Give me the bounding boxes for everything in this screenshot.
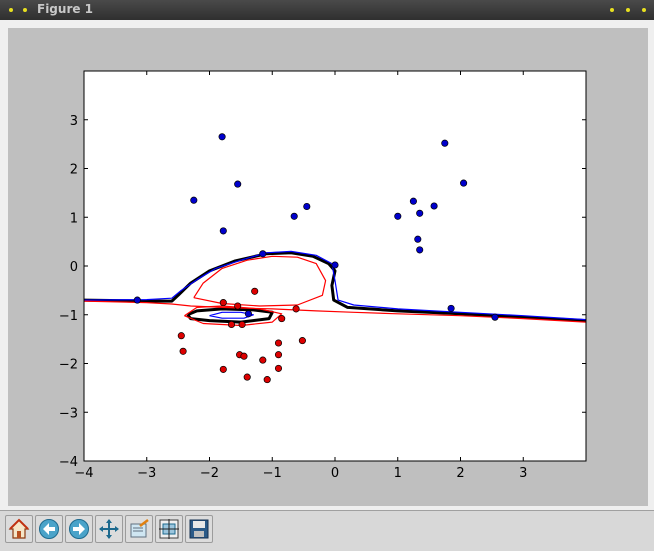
margin-blue-line [209, 311, 254, 319]
blue-data-point [244, 310, 252, 318]
y-tick-label: −4 [59, 455, 78, 470]
y-tick-label: −1 [59, 309, 78, 324]
blue-data-point [409, 197, 417, 205]
red-data-point [177, 332, 185, 340]
move-icon [99, 519, 119, 539]
y-tick-label: 1 [70, 211, 78, 226]
subplots-icon [159, 519, 179, 539]
figure-canvas[interactable]: −4 −3 −2 −1 0 1 2 3 −4 −3 −2 −1 0 1 2 3 [8, 28, 648, 506]
x-tick-label: −2 [200, 466, 219, 481]
red-data-point [292, 305, 300, 313]
blue-data-point [416, 246, 424, 254]
red-data-point [278, 315, 286, 323]
red-data-point [227, 320, 236, 329]
back-arrow-icon [39, 519, 59, 539]
y-tick-label: 2 [70, 163, 78, 178]
maximize-button[interactable] [626, 8, 630, 12]
red-data-point [243, 373, 251, 381]
x-tick-label: 3 [519, 466, 527, 481]
x-tick-label: −4 [74, 466, 93, 481]
window-title: Figure 1 [37, 2, 94, 16]
blue-data-point [234, 180, 242, 188]
blue-data-point [441, 139, 449, 147]
axes-frame [83, 70, 587, 462]
navigation-toolbar [0, 510, 654, 551]
red-data-point [263, 376, 271, 384]
blue-data-point [430, 202, 438, 210]
y-tick-label: 3 [70, 114, 78, 129]
y-tick-label: 0 [70, 260, 78, 275]
blue-data-point [416, 209, 424, 217]
blue-data-point [303, 202, 311, 211]
blue-data-point [259, 250, 267, 258]
x-tick-label: 2 [456, 466, 464, 481]
x-tick-label: −3 [137, 466, 156, 481]
window-titlebar[interactable]: Figure 1 [0, 0, 654, 21]
decision-boundary-line [186, 307, 274, 324]
x-tick-label: −1 [263, 466, 282, 481]
red-data-point [251, 287, 259, 295]
blue-data-point [331, 261, 339, 269]
decision-boundary-line [83, 251, 587, 323]
blue-data-point [190, 196, 198, 204]
red-data-point [274, 339, 283, 347]
window-menu-dot[interactable] [9, 8, 13, 12]
save-icon [189, 519, 209, 539]
red-data-point [274, 364, 283, 372]
red-data-point [238, 320, 246, 329]
zoom-button[interactable] [125, 515, 153, 543]
blue-data-point [447, 304, 455, 312]
red-data-point [219, 299, 227, 307]
blue-data-point [491, 313, 499, 321]
minimize-button[interactable] [610, 8, 614, 12]
blue-data-point [414, 235, 422, 243]
margin-red-line [184, 305, 283, 327]
zoom-rect-icon [130, 519, 149, 538]
x-axis-ticks: −4 −3 −2 −1 0 1 2 3 [74, 71, 527, 481]
red-data-point [274, 351, 283, 359]
blue-data-point [219, 227, 227, 235]
close-button[interactable] [642, 8, 646, 12]
red-data-point [259, 356, 267, 364]
plot-svg[interactable]: −4 −3 −2 −1 0 1 2 3 −4 −3 −2 −1 0 1 2 3 [8, 28, 648, 506]
home-icon [8, 518, 30, 539]
blue-data-point [218, 133, 226, 141]
forward-arrow-icon [69, 519, 89, 539]
margin-red-line [193, 255, 327, 307]
y-tick-label: −3 [59, 406, 78, 421]
back-button[interactable] [35, 515, 63, 543]
data-points [133, 133, 499, 384]
save-button[interactable] [185, 515, 213, 543]
subplots-button[interactable] [155, 515, 183, 543]
blue-data-point [394, 212, 402, 220]
blue-data-point [460, 179, 468, 187]
margin-blue-line [83, 250, 587, 321]
forward-button[interactable] [65, 515, 93, 543]
red-data-point [179, 347, 187, 355]
red-data-point [219, 365, 227, 373]
window-sticky-dot[interactable] [23, 8, 27, 12]
blue-data-point [133, 296, 141, 304]
home-button[interactable] [5, 515, 33, 543]
x-tick-label: 0 [331, 466, 339, 481]
pan-button[interactable] [95, 515, 123, 543]
red-data-point [240, 352, 248, 360]
x-tick-label: 1 [394, 466, 402, 481]
red-data-point [298, 337, 306, 345]
y-axis-ticks: −4 −3 −2 −1 0 1 2 3 [59, 114, 586, 470]
y-tick-label: −2 [59, 358, 78, 373]
blue-data-point [290, 212, 298, 220]
red-data-point [234, 302, 242, 310]
